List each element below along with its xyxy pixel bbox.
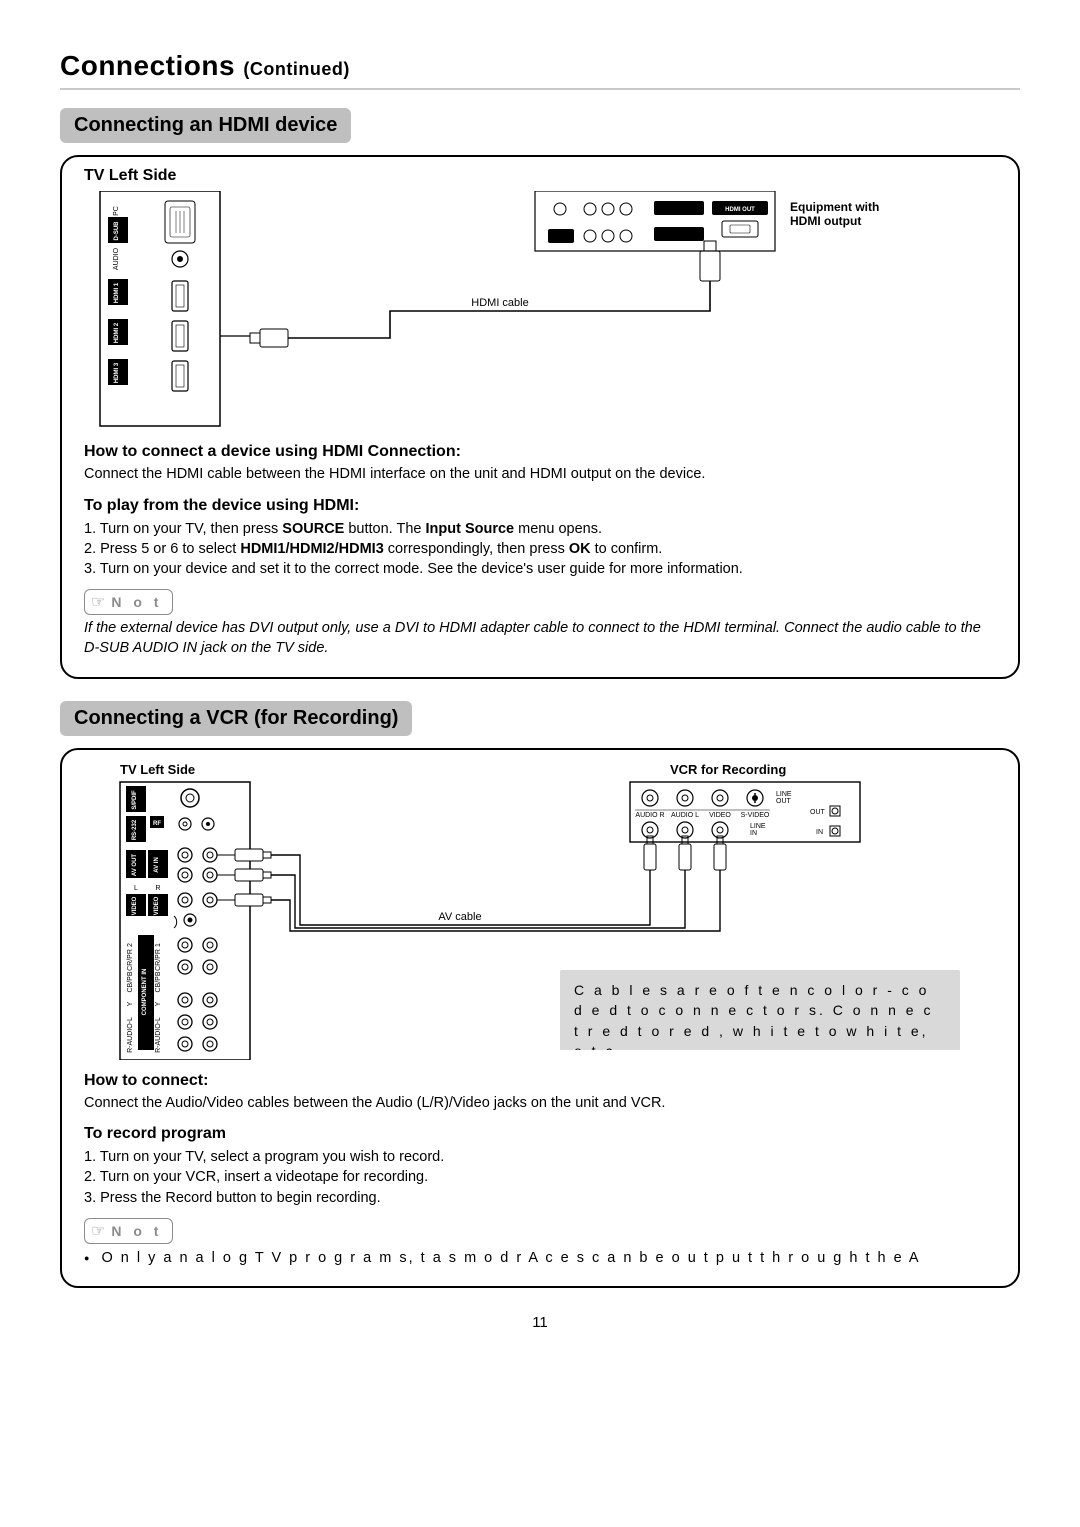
bullet-icon xyxy=(84,1250,101,1266)
vcr-audiol: AUDIO L xyxy=(671,812,699,819)
hdmi-howconnect-t: Connect the HDMI cable between the HDMI … xyxy=(84,465,996,485)
vcr-diagram: TV Left Side S/PDIF RS-232 RF AV OUT AV … xyxy=(84,760,996,1060)
port-hdmi3: HDMI 3 xyxy=(114,362,120,383)
port-l: L xyxy=(134,885,138,892)
vcr-lineout2: OUT xyxy=(776,798,792,805)
equip-label-1: Equipment with xyxy=(790,200,879,214)
port-pc: PC xyxy=(113,206,120,216)
vcr-howconnect-t: Connect the Audio/Video cables between t… xyxy=(84,1094,996,1114)
hdmi-note-text: If the external device has DVI output on… xyxy=(84,619,996,658)
vcr-in: IN xyxy=(816,829,823,836)
component-jacks xyxy=(178,938,217,1051)
port-raudio2: R-AUDIO-L xyxy=(155,1017,162,1053)
vcr-linein2: IN xyxy=(750,830,757,837)
equip-label-2: HDMI output xyxy=(790,214,861,228)
svg-text:2: 2 xyxy=(127,943,134,947)
port-dsub: D-SUB xyxy=(114,221,120,241)
rca-plug-1 xyxy=(217,849,271,861)
port-r: R xyxy=(155,885,160,892)
svg-text:1: 1 xyxy=(155,943,162,947)
hdmi-step-2: 2. Press 5 or 6 to select HDMI1/HDMI2/HD… xyxy=(84,539,996,559)
vcr-torecord-h: To record program xyxy=(84,1125,996,1143)
rca-plug-3 xyxy=(217,894,271,906)
hdmi-step-3: 3. Turn on your device and set it to the… xyxy=(84,559,996,579)
port-video2: VIDEO xyxy=(154,896,160,915)
vcr-video: VIDEO xyxy=(709,812,731,819)
title-divider xyxy=(60,88,1020,90)
hdmi-note-badge: ☞ N o t xyxy=(84,589,173,615)
vcr-howconnect-h: How to connect: xyxy=(84,1072,996,1090)
port-avin: AV IN xyxy=(154,857,160,873)
vcr-note-bullet: O n l y a n a l o g T V p r o g r a m s,… xyxy=(84,1248,996,1268)
av-cable-label: AV cable xyxy=(438,911,481,923)
vcr-step-2: 2. Turn on your VCR, insert a videotape … xyxy=(84,1167,996,1187)
vcr-linein1: LINE xyxy=(750,823,766,830)
vcr-lineout1: LINE xyxy=(776,791,792,798)
port-cb2: CB/PB xyxy=(155,971,162,992)
hdmi-diagram-box: TV Left Side PC D-SUB AUDIO HDMI 1 HDMI … xyxy=(60,155,1020,679)
title-main: Connections xyxy=(60,50,243,81)
vcr-svideo: S-VIDEO xyxy=(741,812,770,819)
port-y1: Y xyxy=(127,1001,134,1006)
port-cr1: CR/PR xyxy=(127,949,134,971)
port-spdif: S/PDIF xyxy=(132,790,138,810)
port-y2: Y xyxy=(155,1001,162,1006)
hdmi-step-1: 1. Turn on your TV, then press SOURCE bu… xyxy=(84,519,996,539)
vcr-step-1: 1. Turn on your TV, select a program you… xyxy=(84,1147,996,1167)
hdmi-cable-icon xyxy=(220,241,720,347)
vcr-note-badge: ☞ N o t xyxy=(84,1218,173,1244)
av-jacks xyxy=(178,848,217,907)
port-raudio1: R-AUDIO-L xyxy=(127,1017,134,1053)
rca-vcr-3 xyxy=(714,836,726,870)
title-continued: (Continued) xyxy=(243,59,349,79)
hdmi-port-1-icon xyxy=(172,281,188,311)
vcr-section-header: Connecting a VCR (for Recording) xyxy=(60,701,412,736)
pointing-hand-icon: ☞ xyxy=(91,1221,105,1241)
vcr-steps: 1. Turn on your TV, select a program you… xyxy=(84,1147,996,1208)
hdmi-toplay-h: To play from the device using HDMI: xyxy=(84,497,996,515)
vcr-diagram-box: TV Left Side S/PDIF RS-232 RF AV OUT AV … xyxy=(60,748,1020,1289)
note-label: N o t xyxy=(111,594,162,610)
hdmi-diagram: PC D-SUB AUDIO HDMI 1 HDMI 2 HDMI 3 xyxy=(84,191,996,431)
vcr-tv-label: TV Left Side xyxy=(120,762,195,777)
hdmi-tv-label: TV Left Side xyxy=(84,167,996,185)
hdmi-out-label: HDMI OUT xyxy=(725,207,755,213)
rca-vcr-2 xyxy=(679,836,691,870)
vcr-step-3: 3. Press the Record button to begin reco… xyxy=(84,1188,996,1208)
hdmi-steps: 1. Turn on your TV, then press SOURCE bu… xyxy=(84,519,996,580)
port-cb1: CB/PB xyxy=(127,971,134,992)
rca-plug-2 xyxy=(217,869,271,881)
vcr-audior: AUDIO R xyxy=(635,812,664,819)
page-title: Connections (Continued) xyxy=(60,50,1020,82)
port-hdmi1: HDMI 1 xyxy=(114,282,120,303)
pointing-hand-icon: ☞ xyxy=(91,592,105,612)
hdmi-cable-label: HDMI cable xyxy=(471,297,528,309)
hdmi-howconnect-h: How to connect a device using HDMI Conne… xyxy=(84,443,996,461)
hdmi-port-2-icon xyxy=(172,321,188,351)
hdmi-section-header: Connecting an HDMI device xyxy=(60,108,351,143)
vcr-hint-box: C a b l e s a r e o f t e n c o l o r - … xyxy=(560,970,960,1050)
rca-vcr-1 xyxy=(644,836,656,870)
port-avout: AV OUT xyxy=(132,853,138,876)
vcr-label: VCR for Recording xyxy=(670,762,786,777)
port-component: COMPONENT IN xyxy=(142,968,148,1015)
port-hdmi2: HDMI 2 xyxy=(114,322,120,343)
port-rf: RF xyxy=(153,821,161,827)
note-label: N o t xyxy=(111,1223,162,1239)
vcr-out: OUT xyxy=(810,809,826,816)
port-audio: AUDIO xyxy=(113,247,120,270)
page-number: 11 xyxy=(60,1314,1020,1331)
port-cr2: CR/PR xyxy=(155,949,162,971)
port-video1: VIDEO xyxy=(132,896,138,915)
hdmi-port-3-icon xyxy=(172,361,188,391)
port-rs232: RS-232 xyxy=(132,819,138,840)
